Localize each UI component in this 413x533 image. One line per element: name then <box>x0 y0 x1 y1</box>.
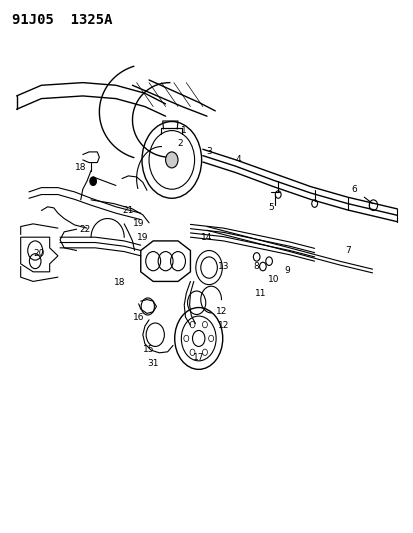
Text: 22: 22 <box>79 225 90 233</box>
Text: 2: 2 <box>177 140 183 148</box>
Text: 91J05  1325A: 91J05 1325A <box>12 13 113 27</box>
Circle shape <box>90 177 96 185</box>
Text: 7: 7 <box>344 246 350 255</box>
Text: 14: 14 <box>201 233 212 241</box>
Text: 8: 8 <box>253 262 259 271</box>
Text: 12: 12 <box>217 321 229 329</box>
Text: 6: 6 <box>350 185 356 193</box>
Polygon shape <box>21 237 58 272</box>
Text: 21: 21 <box>122 206 134 215</box>
Text: 19: 19 <box>137 233 148 241</box>
Text: 18: 18 <box>75 164 86 172</box>
Circle shape <box>165 152 178 168</box>
Text: 18: 18 <box>114 278 126 287</box>
Text: 31: 31 <box>147 359 159 368</box>
Text: 15: 15 <box>143 345 154 353</box>
Text: 5: 5 <box>268 204 273 212</box>
Text: 12: 12 <box>215 308 227 316</box>
Text: 3: 3 <box>206 148 211 156</box>
Text: 20: 20 <box>33 249 45 257</box>
Text: 10: 10 <box>267 276 278 284</box>
Text: 19: 19 <box>133 220 144 228</box>
Text: 11: 11 <box>254 289 266 297</box>
Text: 17: 17 <box>192 353 204 361</box>
Text: 9: 9 <box>284 266 290 274</box>
Polygon shape <box>140 241 190 281</box>
Text: 4: 4 <box>235 156 240 164</box>
Text: 16: 16 <box>133 313 144 321</box>
Text: 13: 13 <box>217 262 229 271</box>
Text: 1: 1 <box>181 126 187 135</box>
